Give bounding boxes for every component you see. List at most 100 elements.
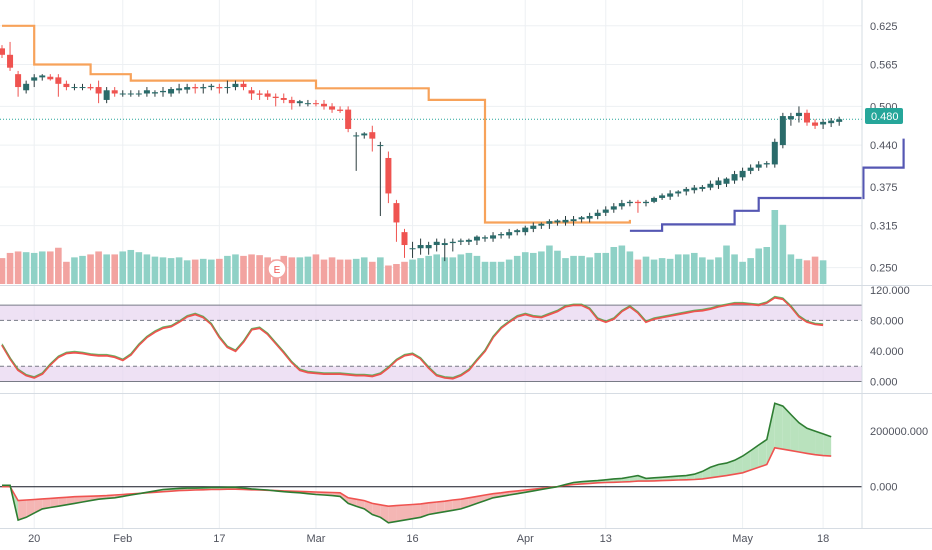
volume-bar (812, 257, 819, 284)
candle-body (828, 121, 834, 124)
candle-body (96, 87, 102, 93)
volume-bar (619, 246, 626, 284)
candle-body (402, 232, 408, 245)
volume-bar (144, 254, 151, 284)
volume-bar (377, 257, 384, 284)
time-tick-label: Apr (517, 533, 534, 545)
volume-bar (15, 251, 22, 284)
volume-bar (804, 260, 811, 284)
candle-body (369, 132, 375, 138)
candle-body (80, 87, 86, 88)
volume-bar (369, 262, 376, 284)
volume-bar (788, 254, 795, 284)
volume-bar (747, 258, 754, 284)
trend-fill-segment (396, 505, 404, 521)
candle-body (788, 116, 794, 119)
candle-body (635, 202, 641, 203)
volume-bar (103, 254, 110, 284)
volume-bar (313, 254, 320, 284)
candle-body (0, 48, 5, 54)
oscillator-band (0, 305, 862, 320)
trend-fill-segment (718, 463, 726, 477)
volume-bar (458, 254, 465, 284)
volume-bar (820, 260, 827, 284)
trailing-stop-lines (2, 26, 904, 231)
candle-body (305, 103, 311, 104)
candle-body (812, 123, 818, 126)
candle-body (361, 133, 367, 135)
volume-bar (111, 254, 118, 284)
volume-bar (715, 257, 722, 284)
volume-bar (95, 251, 102, 284)
candle-body (820, 122, 826, 125)
candle-body (273, 97, 279, 98)
candle-body (514, 230, 520, 232)
volume-bar (433, 254, 440, 284)
candle-body (683, 189, 689, 192)
volume-bar (39, 251, 46, 284)
earnings-marker[interactable]: E (268, 260, 286, 278)
time-tick-label: 20 (28, 533, 40, 545)
volume-bar (627, 251, 634, 284)
volume-bar (441, 257, 448, 284)
time-tick-label: Feb (113, 533, 132, 545)
candle-body (627, 202, 633, 203)
volume-bar (184, 260, 191, 284)
candle-body (619, 203, 625, 206)
volume-bar (7, 253, 14, 284)
volume-bar (71, 257, 78, 284)
trend-fill-segment (791, 414, 799, 452)
candle-body (224, 87, 230, 88)
candle-body (168, 89, 174, 94)
candle-body (707, 184, 713, 188)
volume-bar (474, 256, 481, 284)
trend-fill-segment (815, 431, 823, 455)
volume-bar (707, 260, 714, 284)
last-price-label: 0.480 (871, 111, 899, 123)
volume-bar (79, 256, 86, 284)
candle-body (579, 217, 585, 219)
candle-body (724, 179, 730, 184)
volume-bar (216, 259, 223, 284)
candle-body (546, 221, 552, 224)
candle-body (313, 103, 319, 104)
volume-bar (731, 254, 738, 284)
candle-body (442, 243, 448, 245)
volume-bars (0, 210, 826, 284)
oscillator-tick-label: 40.000 (870, 346, 904, 358)
volume-bar (55, 248, 62, 284)
volume-bar (611, 247, 618, 284)
volume-bar (514, 256, 521, 284)
candle-body (216, 87, 222, 88)
candle-body (458, 241, 464, 242)
volume-bar (417, 258, 424, 284)
volume-bar (578, 256, 585, 284)
volume-bar (192, 260, 199, 284)
candle-body (756, 164, 762, 167)
candle-body (208, 86, 214, 87)
candle-body (474, 237, 480, 241)
candle-body (506, 232, 512, 235)
candle-body (345, 110, 351, 129)
volume-bar (329, 257, 336, 284)
candle-body (353, 135, 359, 136)
volume-bar (337, 260, 344, 284)
candle-body (611, 206, 617, 209)
time-tick-label: 16 (406, 533, 418, 545)
candle-body (63, 84, 69, 87)
time-tick-label: May (732, 533, 753, 545)
candle-body (651, 198, 657, 202)
volume-bar (522, 252, 529, 284)
candle-body (200, 87, 206, 88)
candle-body (554, 221, 560, 223)
candle-body (257, 93, 263, 94)
candle-body (7, 55, 13, 68)
volume-bar (691, 253, 698, 284)
candle-body (691, 188, 697, 191)
volume-bar (136, 252, 143, 284)
volume-bar (796, 259, 803, 284)
volume-bar (232, 254, 239, 284)
candle-body (265, 93, 271, 96)
candle-body (136, 93, 142, 94)
